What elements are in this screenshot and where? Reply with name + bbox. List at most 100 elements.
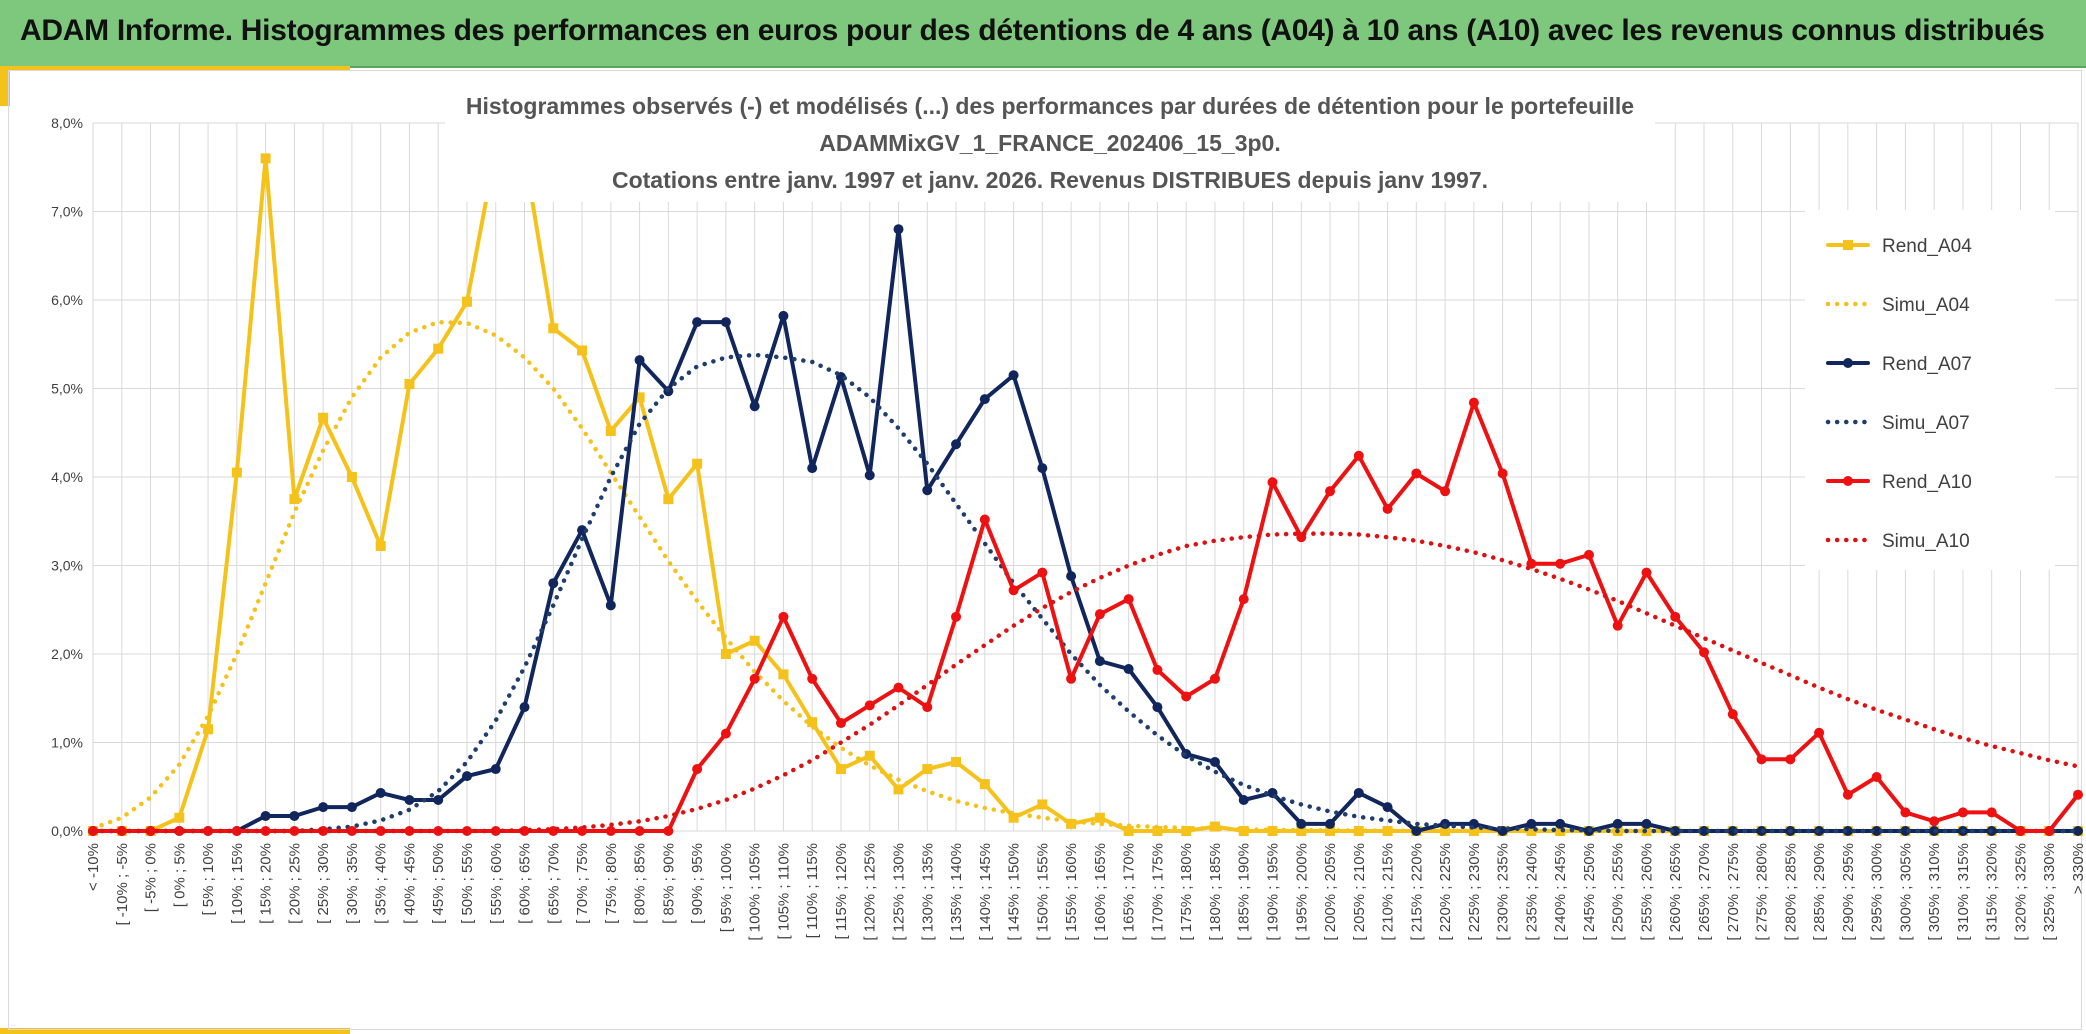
x-tick-label: [ 120% ; 125%: [862, 843, 879, 941]
x-tick-label: [ 25% ; 30%: [315, 843, 332, 924]
data-point-rend-a04: [1066, 818, 1077, 829]
data-point-rend-a10: [893, 682, 904, 693]
data-point-rend-a04: [1037, 799, 1048, 810]
data-point-rend-a07: [318, 802, 329, 813]
data-point-rend-a10: [951, 611, 962, 622]
x-tick-label: [ 290% ; 295%: [1840, 843, 1857, 941]
data-point-rend-a04: [922, 764, 933, 775]
data-point-rend-a10: [145, 826, 156, 836]
data-point-rend-a10: [1382, 503, 1393, 514]
data-point-rend-a10: [1238, 594, 1249, 605]
x-tick-label: [ -10% ; -5%: [114, 843, 131, 926]
data-point-rend-a07: [634, 355, 645, 366]
data-point-rend-a07: [1238, 795, 1249, 806]
data-point-rend-a07: [260, 810, 271, 821]
data-point-rend-a04: [1238, 826, 1249, 836]
data-point-rend-a07: [720, 317, 731, 328]
x-tick-label: [ 0% ; 5%: [171, 843, 188, 907]
x-tick-label: [ 275% ; 280%: [1754, 843, 1771, 941]
data-point-rend-a10: [749, 673, 760, 684]
data-point-rend-a07: [2073, 826, 2083, 836]
x-tick-label: [ 315% ; 320%: [1984, 843, 2001, 941]
data-point-rend-a07: [404, 795, 415, 806]
data-point-rend-a04: [778, 669, 789, 680]
data-point-rend-a04: [1008, 812, 1019, 823]
x-tick-label: [ 190% ; 195%: [1264, 843, 1281, 941]
series-line-simu-a07: [90, 352, 2081, 834]
data-point-rend-a07: [1008, 370, 1019, 381]
y-tick-label: 6,0%: [51, 292, 83, 308]
data-point-rend-a07: [1612, 818, 1623, 829]
x-tick-label: [ 295% ; 300%: [1869, 843, 1886, 941]
chart-title-line: ADAMMixGV_1_FRANCE_202406_15_3p0.: [819, 130, 1281, 156]
legend-label-simu-a07: Simu_A07: [1882, 413, 1970, 434]
data-point-rend-a10: [1440, 486, 1451, 497]
data-point-rend-a04: [548, 323, 559, 334]
chart-frame: [8, 70, 2082, 1030]
data-point-rend-a10: [1066, 673, 1077, 684]
data-point-rend-a07: [1699, 826, 1710, 836]
x-tick-label: [ 325% ; 330%: [2041, 843, 2058, 941]
y-tick-label: 8,0%: [51, 115, 83, 131]
x-tick-label: [ 70% ; 75%: [574, 843, 591, 924]
x-tick-label: [ 55% ; 60%: [488, 843, 505, 924]
data-point-rend-a07: [979, 394, 990, 405]
x-tick-label: [ 125% ; 130%: [891, 843, 908, 941]
data-point-rend-a04: [1382, 826, 1393, 836]
data-point-rend-a10: [1583, 549, 1594, 560]
accent-bar-top: [0, 66, 350, 70]
x-tick-label: [ 205% ; 210%: [1351, 843, 1368, 941]
x-tick-label: > 330%: [2070, 843, 2086, 894]
data-point-rend-a04: [318, 412, 329, 423]
legend-label-simu-a10: Simu_A10: [1882, 531, 1970, 552]
x-tick-label: [ 45% ; 50%: [430, 843, 447, 924]
legend: Rend_A04 Simu_A04 Rend_A07 Simu_A07 Rend_A10…: [1805, 210, 2055, 570]
data-point-rend-a07: [1411, 826, 1422, 836]
x-tick-label: [ -5% ; 0%: [143, 843, 160, 912]
data-point-rend-a10: [1842, 789, 1853, 800]
legend-background: [1805, 210, 2055, 570]
data-point-rend-a04: [893, 784, 904, 795]
data-point-rend-a07: [1325, 818, 1336, 829]
x-tick-label: [ 40% ; 45%: [401, 843, 418, 924]
data-point-rend-a10: [1209, 673, 1220, 684]
x-tick-label: [ 285% ; 290%: [1811, 843, 1828, 941]
data-point-rend-a07: [1037, 463, 1048, 474]
data-point-rend-a04: [605, 425, 616, 436]
data-point-rend-a07: [1641, 818, 1652, 829]
x-tick-label: [ 35% ; 40%: [373, 843, 390, 924]
data-point-rend-a04: [1094, 812, 1105, 823]
data-point-rend-a07: [749, 401, 760, 412]
data-point-rend-a07: [1555, 818, 1566, 829]
data-point-rend-a10: [835, 718, 846, 729]
data-point-rend-a10: [1641, 567, 1652, 578]
x-tick-label: [ 5% ; 10%: [200, 843, 217, 916]
series-line-simu-a04: [90, 319, 2081, 834]
x-tick-label: [ 60% ; 65%: [517, 843, 534, 924]
data-point-rend-a10: [375, 826, 386, 836]
legend-marker-rend-a10: [1843, 476, 1853, 486]
data-point-rend-a04: [749, 635, 760, 646]
x-tick-label: [ 150% ; 155%: [1034, 843, 1051, 941]
header-banner: ADAM Informe. Histogrammes des performan…: [0, 0, 2086, 68]
data-point-rend-a07: [1152, 702, 1163, 713]
data-point-rend-a10: [1008, 585, 1019, 596]
y-tick-label: 4,0%: [51, 469, 83, 485]
data-point-rend-a10: [1037, 567, 1048, 578]
x-tick-label: [ 265% ; 270%: [1696, 843, 1713, 941]
x-tick-label: [ 260% ; 265%: [1667, 843, 1684, 941]
legend-marker-rend-a07: [1843, 358, 1853, 368]
y-tick-label: 0,0%: [51, 823, 83, 839]
data-point-rend-a10: [1123, 594, 1134, 605]
x-tick-label: [ 235% ; 240%: [1523, 843, 1540, 941]
x-tick-label: [ 145% ; 150%: [1006, 843, 1023, 941]
data-point-rend-a10: [203, 826, 214, 836]
data-point-rend-a04: [1267, 826, 1278, 836]
data-point-rend-a04: [1181, 826, 1192, 836]
data-point-rend-a07: [1094, 656, 1105, 667]
series-line-simu-a10: [90, 531, 2081, 834]
x-tick-label: [ 320% ; 325%: [2012, 843, 2029, 941]
data-point-rend-a10: [1411, 468, 1422, 479]
x-tick-label: [ 240% ; 245%: [1552, 843, 1569, 941]
x-tick-label: [ 270% ; 275%: [1725, 843, 1742, 941]
